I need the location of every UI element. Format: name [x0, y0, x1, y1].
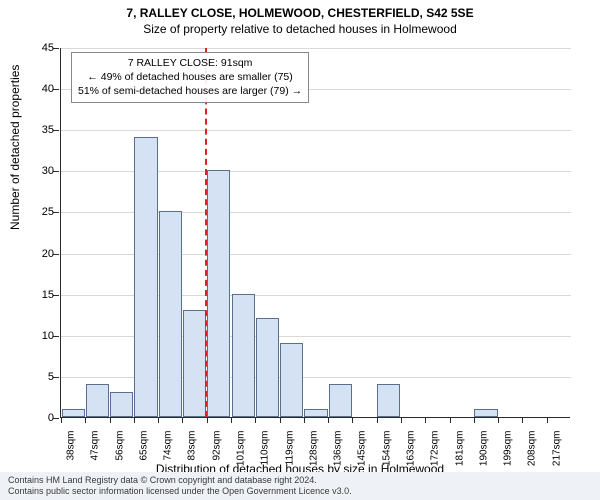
footer-line-2: Contains public sector information licen… — [8, 486, 592, 497]
x-tick — [401, 417, 402, 423]
annotation-line: 51% of semi-detached houses are larger (… — [78, 84, 302, 98]
x-tick — [498, 417, 499, 423]
page-title-subtitle: Size of property relative to detached ho… — [0, 22, 600, 36]
x-tick — [207, 417, 208, 423]
y-tick-label: 15 — [24, 289, 54, 301]
histogram-bar — [183, 310, 206, 417]
x-tick — [280, 417, 281, 423]
x-tick — [547, 417, 548, 423]
x-tick — [474, 417, 475, 423]
gridline — [61, 130, 571, 131]
x-tick — [450, 417, 451, 423]
histogram-bar — [134, 137, 157, 417]
x-tick — [85, 417, 86, 423]
annotation-line: ← 49% of detached houses are smaller (75… — [78, 70, 302, 84]
y-tick-label: 45 — [24, 42, 54, 54]
x-tick — [377, 417, 378, 423]
histogram-bar — [329, 384, 352, 417]
x-tick — [352, 417, 353, 423]
x-tick — [61, 417, 62, 423]
gridline — [61, 48, 571, 49]
x-tick — [425, 417, 426, 423]
y-tick-label: 35 — [24, 124, 54, 136]
annotation-line: 7 RALLEY CLOSE: 91sqm — [78, 56, 302, 70]
histogram-bar — [377, 384, 400, 417]
x-tick — [304, 417, 305, 423]
histogram-bar — [62, 409, 85, 417]
x-tick — [255, 417, 256, 423]
histogram-bar — [86, 384, 109, 417]
page-title-address: 7, RALLEY CLOSE, HOLMEWOOD, CHESTERFIELD… — [0, 6, 600, 20]
x-tick — [182, 417, 183, 423]
x-tick — [522, 417, 523, 423]
y-tick-label: 10 — [24, 330, 54, 342]
histogram-bar — [304, 409, 327, 417]
y-tick-label: 30 — [24, 165, 54, 177]
histogram-bar — [256, 318, 279, 417]
x-tick — [328, 417, 329, 423]
histogram-bar — [232, 294, 255, 417]
histogram-chart: 05101520253035404538sqm47sqm56sqm65sqm74… — [60, 48, 570, 418]
attribution-footer: Contains HM Land Registry data © Crown c… — [0, 472, 600, 500]
annotation-box: 7 RALLEY CLOSE: 91sqm← 49% of detached h… — [71, 52, 309, 103]
histogram-bar — [159, 211, 182, 417]
reference-line — [205, 48, 207, 417]
histogram-bar — [207, 170, 230, 417]
x-tick — [158, 417, 159, 423]
histogram-bar — [280, 343, 303, 417]
footer-line-1: Contains HM Land Registry data © Crown c… — [8, 475, 592, 486]
x-tick — [110, 417, 111, 423]
y-tick-label: 20 — [24, 248, 54, 260]
histogram-bar — [474, 409, 497, 417]
y-axis-label: Number of detached properties — [8, 65, 22, 230]
x-tick — [231, 417, 232, 423]
y-tick-label: 0 — [24, 412, 54, 424]
y-tick-label: 25 — [24, 206, 54, 218]
y-tick-label: 5 — [24, 371, 54, 383]
y-tick-label: 40 — [24, 83, 54, 95]
x-tick — [134, 417, 135, 423]
histogram-bar — [110, 392, 133, 417]
